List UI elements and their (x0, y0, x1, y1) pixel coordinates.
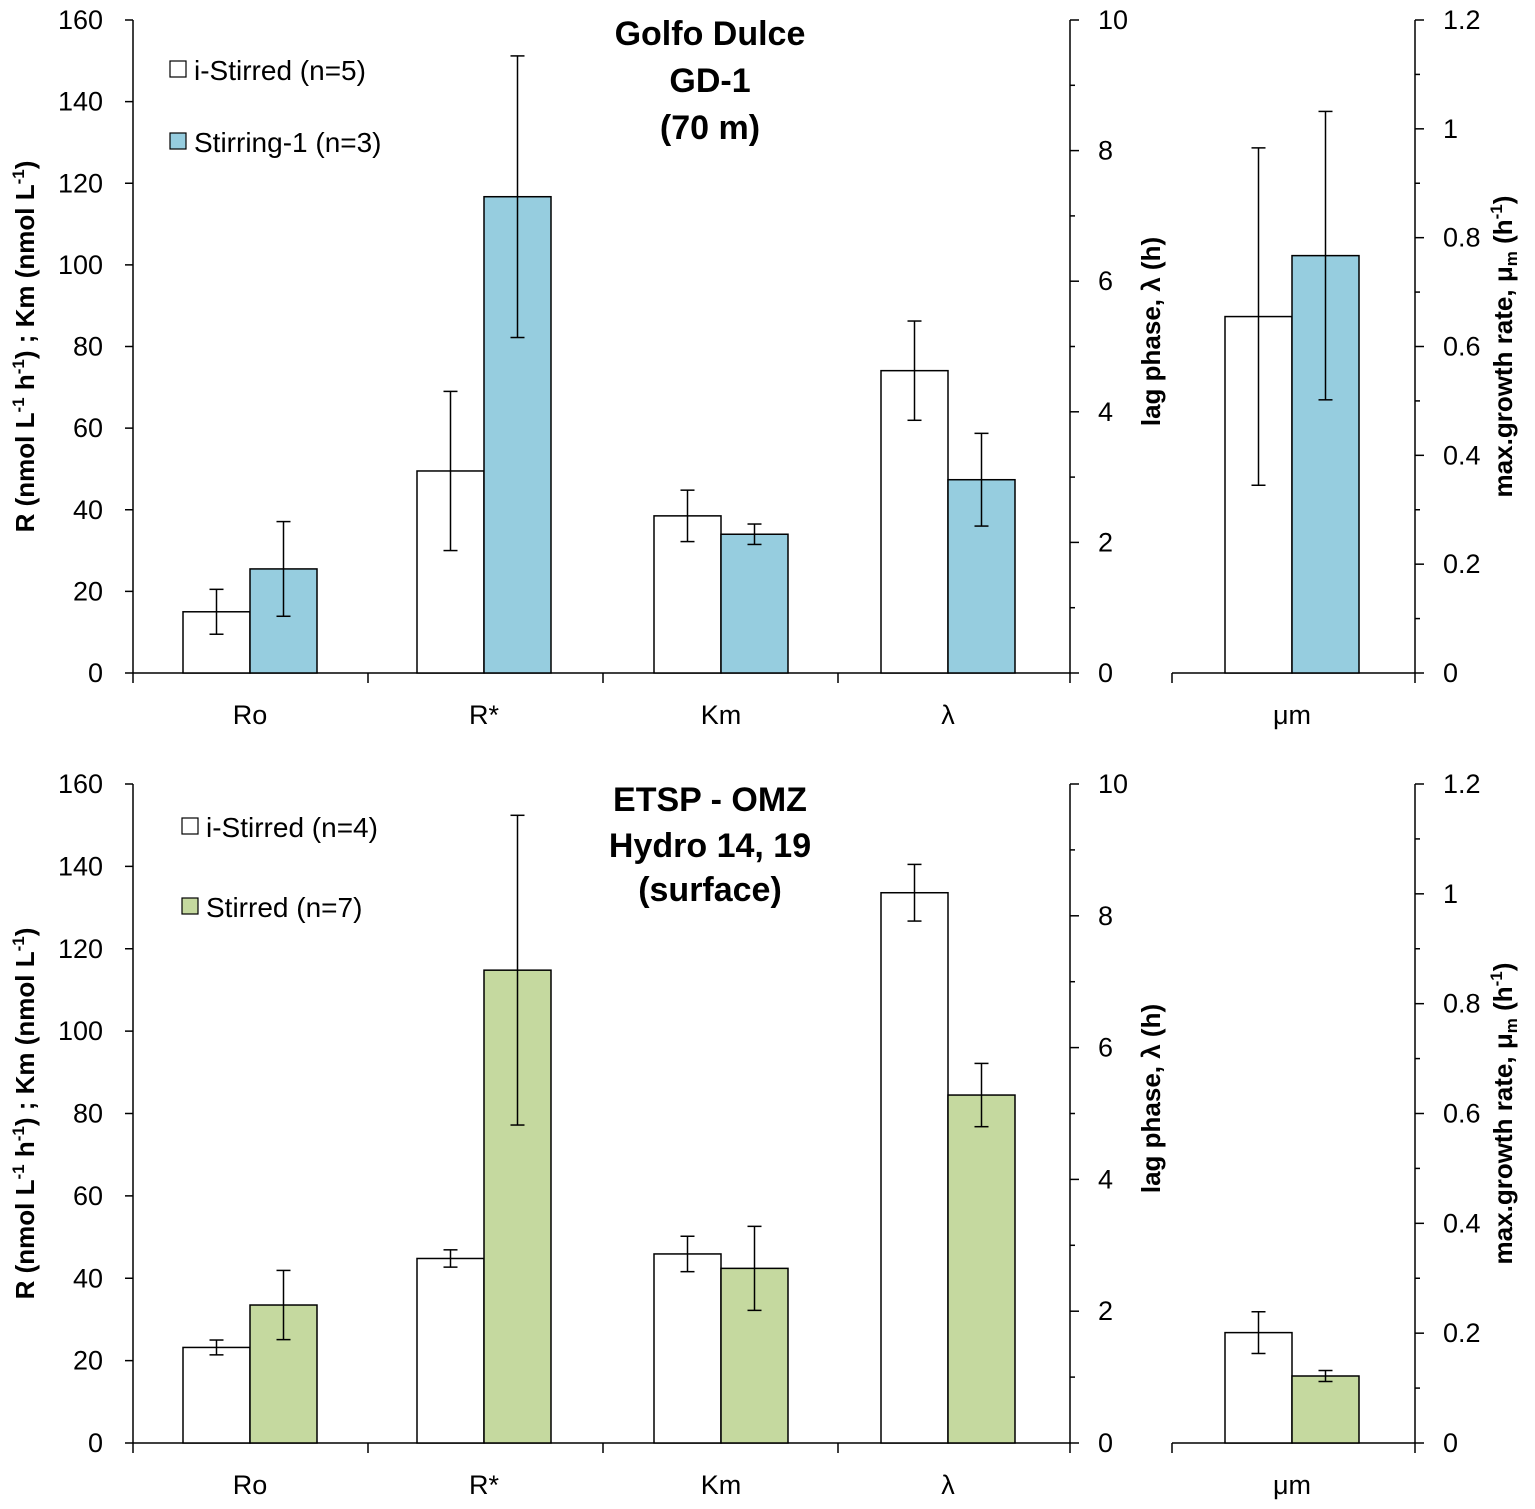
legend-swatch (181, 897, 199, 915)
mu-y-tick-label: 1 (1443, 879, 1458, 909)
bar-series1 (880, 369, 949, 674)
bar-series2 (1291, 1375, 1360, 1444)
mu-y-tick-label: 0.2 (1443, 1318, 1481, 1348)
category-label: μm (1273, 1470, 1311, 1500)
chart-title-line: ETSP - OMZ (613, 781, 807, 819)
legend-label: i-Stirred (n=5) (194, 55, 366, 86)
left-y-tick-label: 40 (73, 1263, 103, 1293)
lag-y-axis-title: lag phase, λ (h) (1136, 1004, 1166, 1193)
category-label: λ (941, 700, 955, 730)
chart-title-line: Hydro 14, 19 (609, 827, 811, 865)
category-label: R* (469, 700, 499, 730)
category-label: μm (1273, 700, 1311, 730)
mu-y-tick-label: 1 (1443, 114, 1458, 144)
lag-y-tick-label: 4 (1098, 397, 1113, 427)
chart-title-line: Golfo Dulce (615, 15, 806, 53)
category-label: λ (941, 1470, 955, 1500)
category-label: Ro (233, 1470, 268, 1500)
category-label: R* (469, 1470, 499, 1500)
left-y-tick-label: 120 (58, 168, 103, 198)
left-y-tick-label: 0 (88, 1428, 103, 1458)
bar-series1 (416, 1257, 485, 1444)
category-label: Km (701, 700, 742, 730)
category-label: Km (701, 1470, 742, 1500)
left-y-tick-label: 20 (73, 576, 103, 606)
lag-y-tick-label: 4 (1098, 1164, 1113, 1194)
mu-y-tick-label: 0.2 (1443, 549, 1481, 579)
lag-y-tick-label: 8 (1098, 901, 1113, 931)
legend-swatch (169, 132, 187, 150)
left-y-tick-label: 140 (58, 851, 103, 881)
lag-y-tick-label: 6 (1098, 266, 1113, 296)
bar-series1 (182, 1346, 251, 1444)
left-y-tick-label: 60 (73, 413, 103, 443)
lag-y-axis-title: lag phase, λ (h) (1136, 237, 1166, 426)
lag-y-tick-label: 6 (1098, 1033, 1113, 1063)
lag-y-tick-label: 0 (1098, 658, 1113, 688)
bar-series2 (947, 1094, 1016, 1444)
legend-swatch (169, 60, 187, 78)
left-y-tick-label: 120 (58, 934, 103, 964)
chart-title-line: GD-1 (669, 62, 750, 100)
mu-y-axis-title: max.growth rate, μm (h-1) (1487, 963, 1521, 1265)
left-y-tick-label: 140 (58, 87, 103, 117)
chart-title-line: (70 m) (660, 109, 760, 147)
left-y-tick-label: 0 (88, 658, 103, 688)
mu-y-tick-label: 1.2 (1443, 5, 1481, 35)
bar-series1 (653, 1253, 722, 1444)
left-y-tick-label: 40 (73, 495, 103, 525)
legend-label: i-Stirred (n=4) (206, 812, 378, 843)
mu-y-tick-label: 0.4 (1443, 440, 1481, 470)
mu-y-tick-label: 0.4 (1443, 1208, 1481, 1238)
mu-y-tick-label: 0.6 (1443, 1099, 1481, 1129)
bar-series1 (880, 891, 949, 1444)
lag-y-tick-label: 0 (1098, 1428, 1113, 1458)
left-y-tick-label: 160 (58, 5, 103, 35)
left-y-tick-label: 80 (73, 332, 103, 362)
legend-label: Stirred (n=7) (206, 892, 362, 923)
lag-y-tick-label: 8 (1098, 136, 1113, 166)
mu-y-tick-label: 0.8 (1443, 223, 1481, 253)
left-y-tick-label: 20 (73, 1346, 103, 1376)
lag-y-tick-label: 10 (1098, 769, 1128, 799)
chart-panel-2: 020406080100120140160024681000.20.40.60.… (58, 769, 1481, 1500)
legend-label: Stirring-1 (n=3) (194, 127, 382, 158)
mu-y-tick-label: 0 (1443, 658, 1458, 688)
left-y-tick-label: 100 (58, 250, 103, 280)
left-y-tick-label: 60 (73, 1181, 103, 1211)
lag-y-tick-label: 2 (1098, 1296, 1113, 1326)
left-y-tick-label: 100 (58, 1016, 103, 1046)
mu-y-tick-label: 1.2 (1443, 769, 1481, 799)
lag-y-tick-label: 10 (1098, 5, 1128, 35)
left-y-axis-title: R (nmol L-1 h-1) ; Km (nmol L-1) (9, 928, 40, 1300)
mu-y-tick-label: 0.6 (1443, 332, 1481, 362)
lag-y-tick-label: 2 (1098, 527, 1113, 557)
left-y-axis-title: R (nmol L-1 h-1) ; Km (nmol L-1) (9, 161, 40, 533)
legend-swatch (181, 817, 199, 835)
left-y-tick-label: 80 (73, 1099, 103, 1129)
mu-y-axis-title: max.growth rate, μm (h-1) (1487, 196, 1521, 498)
mu-y-tick-label: 0 (1443, 1428, 1458, 1458)
chart-panel-1: 020406080100120140160024681000.20.40.60.… (58, 5, 1481, 730)
mu-y-tick-label: 0.8 (1443, 989, 1481, 1019)
chart-title-line: (surface) (638, 871, 782, 909)
left-y-tick-label: 160 (58, 769, 103, 799)
category-label: Ro (233, 700, 268, 730)
bar-series2 (720, 533, 789, 674)
